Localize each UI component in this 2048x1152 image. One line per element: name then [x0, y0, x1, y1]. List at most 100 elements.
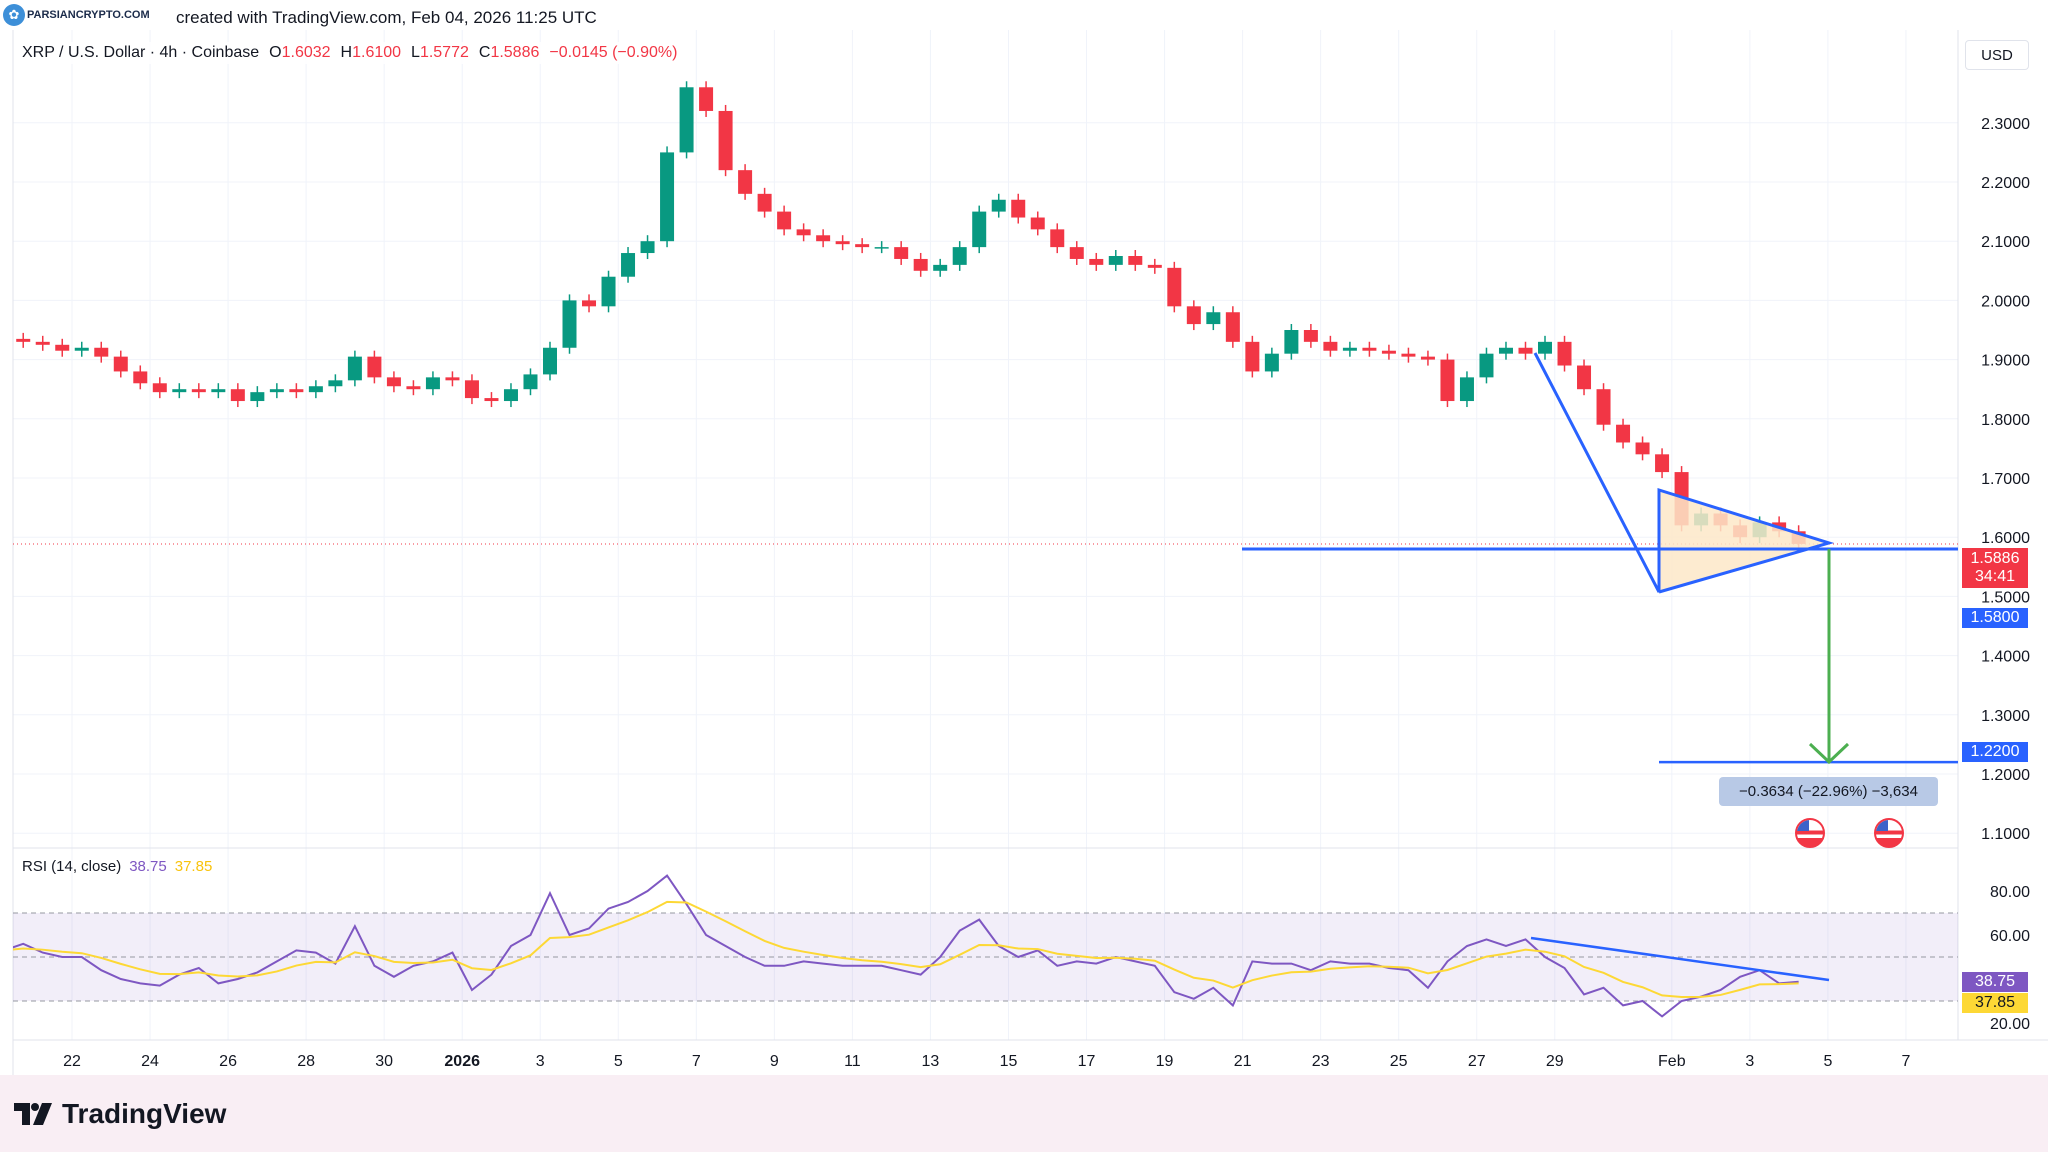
tradingview-logo[interactable]: TradingView — [14, 1098, 226, 1130]
low-label: L — [411, 44, 420, 61]
date-tick-label: 7 — [1901, 1053, 1910, 1070]
candle — [1577, 365, 1592, 390]
watermark-logo-icon: ✿ — [3, 4, 25, 26]
candle — [152, 383, 167, 393]
rsi-legend[interactable]: RSI (14, close) 38.75 37.85 — [22, 858, 212, 875]
candle — [406, 386, 421, 390]
candle — [1440, 359, 1455, 402]
candle — [1479, 353, 1494, 378]
candle — [582, 300, 597, 307]
high-value: 1.6100 — [352, 44, 402, 61]
brand-name: TradingView — [62, 1098, 227, 1129]
candle — [1635, 442, 1650, 455]
candle — [484, 398, 499, 402]
price-tick-label: 1.6000 — [1981, 530, 2030, 547]
symbol-name[interactable]: XRP / U.S. Dollar · 4h · Coinbase — [22, 44, 260, 61]
watermark: ✿ PARSIANCRYPTO.COM — [2, 3, 156, 27]
date-tick-label: 15 — [1000, 1053, 1018, 1070]
date-tick-label: 5 — [1823, 1053, 1832, 1070]
date-tick-label: 25 — [1390, 1053, 1408, 1070]
candle — [289, 389, 304, 393]
symbol-legend[interactable]: XRP / U.S. Dollar · 4h · Coinbase O1.603… — [14, 42, 686, 64]
rsi-value: 38.75 — [129, 858, 167, 875]
date-tick-label: 27 — [1468, 1053, 1486, 1070]
candle — [1147, 264, 1162, 268]
date-tick-label: 3 — [1745, 1053, 1754, 1070]
candle — [718, 110, 733, 171]
candle — [855, 244, 870, 248]
candles — [16, 81, 1806, 550]
date-tick-label: 2026 — [444, 1053, 480, 1070]
candle — [74, 347, 89, 351]
candle — [445, 377, 460, 381]
candle — [211, 389, 226, 393]
pennant-fill — [1659, 490, 1829, 592]
candle — [1245, 341, 1260, 372]
candle — [738, 170, 753, 194]
rsi-ma-tag: 37.85 — [1962, 993, 2028, 1013]
candle — [328, 380, 343, 387]
us-flag-event-icon[interactable] — [1795, 818, 1825, 848]
date-tick-label: 29 — [1546, 1053, 1564, 1070]
rsi-tick-label: 60.00 — [1990, 928, 2030, 945]
candle — [1225, 312, 1240, 342]
candle — [933, 264, 948, 271]
candle — [1206, 312, 1221, 325]
candle — [562, 300, 577, 348]
flag-pattern-lines — [1533, 352, 1835, 594]
candle — [269, 389, 284, 393]
date-tick-label: 11 — [844, 1053, 861, 1070]
us-flag-event-icon[interactable] — [1874, 818, 1904, 848]
low-value: 1.5772 — [419, 44, 469, 61]
high-label: H — [340, 44, 353, 61]
candle — [386, 377, 401, 387]
ohlc-change: −0.0145 (−0.90%) — [549, 44, 678, 61]
candle — [874, 247, 889, 249]
candle — [35, 341, 50, 345]
rsi-title: RSI (14, close) — [22, 858, 122, 875]
candle — [757, 193, 772, 212]
candle — [1050, 229, 1065, 248]
candle — [94, 347, 109, 357]
candle — [1401, 353, 1416, 357]
candle — [835, 241, 850, 245]
candle — [16, 338, 31, 342]
close-value: 1.5886 — [490, 44, 540, 61]
candle — [1167, 267, 1182, 307]
candle — [1420, 356, 1435, 360]
price-tick-label: 1.8000 — [1981, 412, 2030, 429]
price-tick-label: 2.0000 — [1981, 293, 2030, 310]
measure-label[interactable]: −0.3634 (−22.96%) −3,634 — [1719, 777, 1938, 806]
candle — [1264, 353, 1279, 372]
candle — [777, 211, 792, 230]
candle — [367, 356, 382, 378]
price-tick-label: 2.1000 — [1981, 234, 2030, 251]
open-value: 1.6032 — [281, 44, 331, 61]
candle — [347, 356, 362, 381]
candle — [113, 356, 128, 372]
candle — [191, 389, 206, 393]
ohlc-high: H1.6100 — [341, 44, 402, 62]
bar-countdown: 34:41 — [1974, 568, 2016, 585]
date-tick-label: 30 — [375, 1053, 393, 1070]
tradingview-logo-icon — [14, 1103, 52, 1125]
candle — [1596, 389, 1611, 425]
date-tick-label: 9 — [770, 1053, 779, 1070]
date-tick-label: 19 — [1156, 1053, 1174, 1070]
rsi-line — [13, 874, 1799, 1018]
date-tick-label: 5 — [614, 1053, 623, 1070]
date-tick-label: 22 — [63, 1053, 81, 1070]
rsi-tick-label: 20.00 — [1990, 1016, 2030, 1033]
candle — [230, 389, 245, 402]
candle — [542, 347, 557, 375]
open-label: O — [269, 44, 282, 61]
candle — [523, 374, 538, 390]
candle — [699, 87, 714, 111]
price-tick-label: 1.3000 — [1981, 708, 2030, 725]
candle — [308, 386, 323, 393]
candle — [952, 247, 967, 265]
candle — [503, 389, 518, 402]
currency-button[interactable]: USD — [1965, 40, 2029, 70]
candle — [640, 241, 655, 254]
